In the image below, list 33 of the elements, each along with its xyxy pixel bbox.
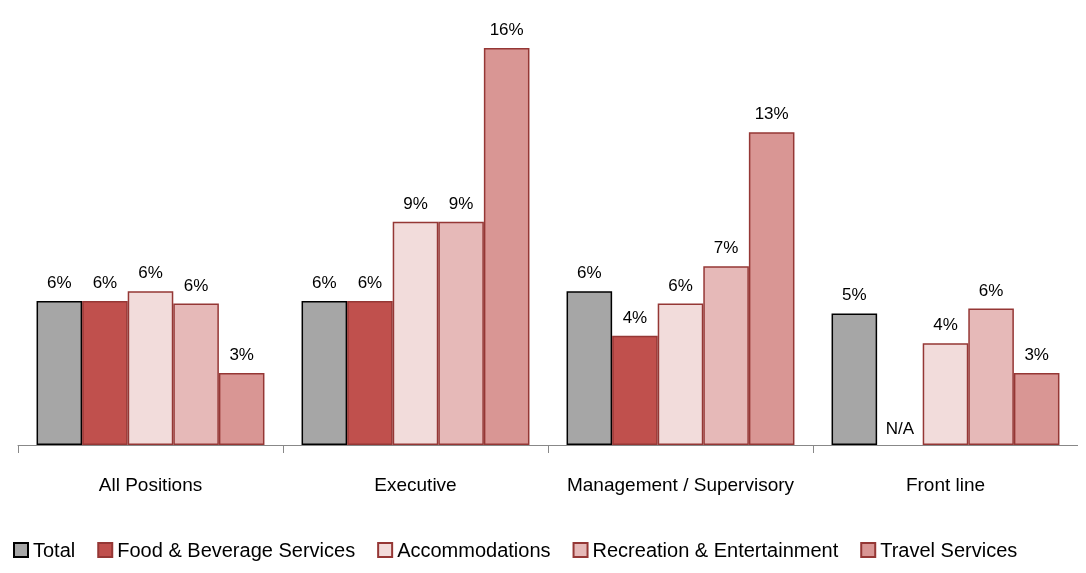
bar — [831, 313, 878, 445]
data-label: 16% — [489, 20, 524, 39]
data-label: 4% — [622, 307, 648, 327]
data-label: 6% — [312, 273, 337, 293]
data-label: 6% — [138, 263, 163, 283]
bar — [36, 301, 83, 445]
data-label: 5% — [842, 285, 867, 305]
text: N/A — [885, 419, 915, 438]
data-label: 6% — [577, 263, 602, 283]
data-label: 9% — [403, 193, 428, 213]
data-label: 6% — [978, 280, 1004, 300]
data-label: 7% — [713, 238, 739, 258]
data-label: 3% — [1024, 345, 1049, 365]
data-label: 4% — [933, 315, 958, 335]
data-label: 13% — [754, 104, 789, 124]
data-label: 6% — [668, 275, 693, 295]
x-tick-label: Management / Supervisory — [566, 474, 795, 495]
legend-label: Total — [33, 539, 76, 561]
bar — [301, 301, 348, 445]
legend-label: Accommodations — [397, 539, 551, 561]
data-label: 6% — [47, 273, 72, 293]
data-label: 6% — [92, 273, 118, 293]
x-tick-label: Executive — [374, 474, 457, 495]
x-tick-label: Front line — [905, 474, 986, 495]
data-label: 6% — [357, 273, 383, 293]
legend-label: Travel Services — [880, 539, 1018, 561]
legend-label: Recreation & Entertainment — [592, 539, 839, 561]
data-label: 3% — [229, 345, 254, 365]
x-tick-label: All Positions — [98, 474, 203, 495]
data-label: 6% — [183, 275, 209, 295]
data-label: 9% — [448, 193, 474, 213]
bar — [566, 291, 613, 445]
legend-label: Food & Beverage Services — [117, 539, 356, 561]
